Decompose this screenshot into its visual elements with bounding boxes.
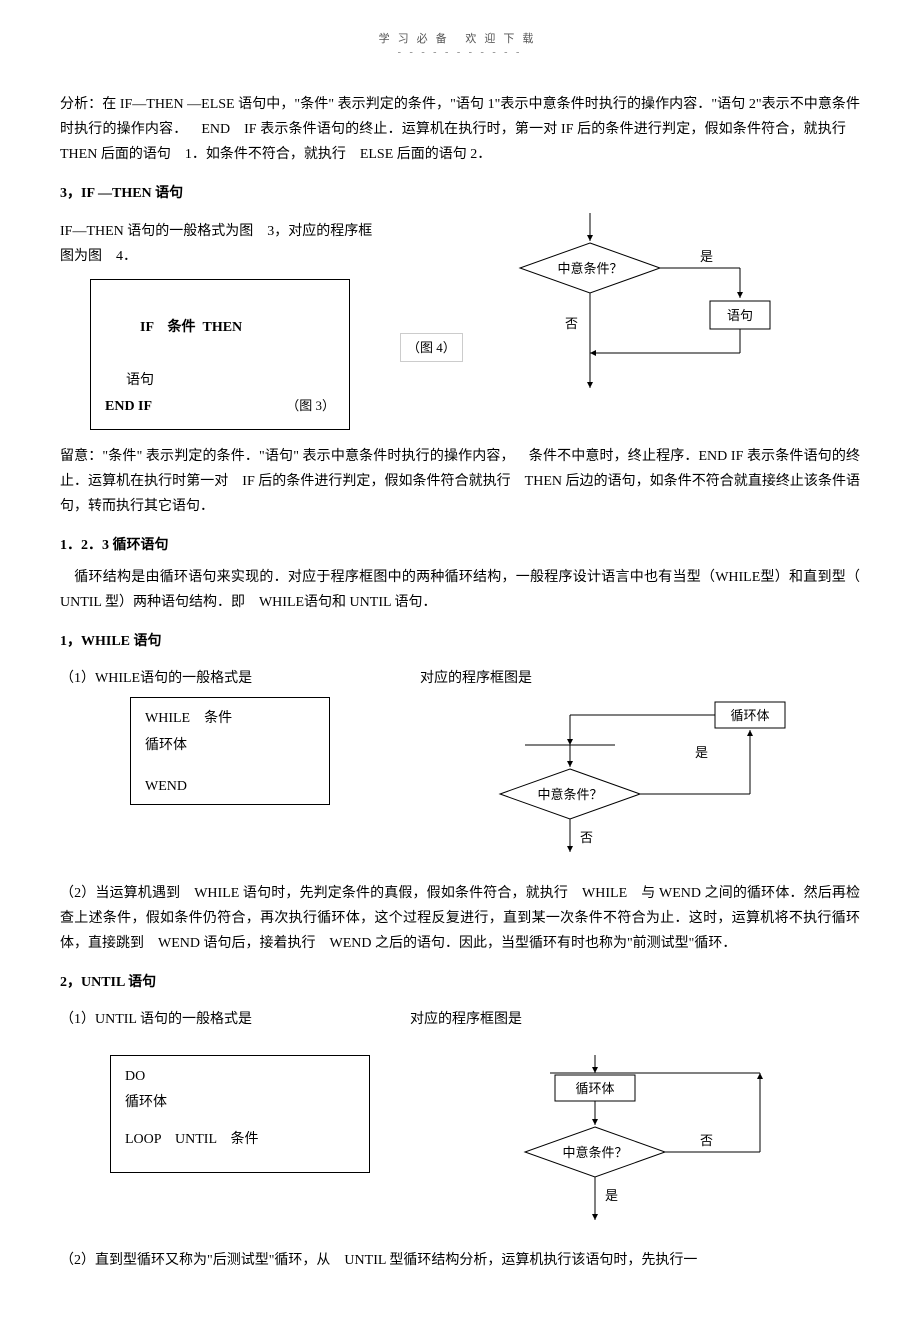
fig4-cond-text: 中意条件？ [557, 261, 622, 276]
code-line-3: END IF （图 3） [105, 394, 335, 421]
until-intro-left: （1）UNTIL 语句的一般格式是 [60, 1007, 410, 1032]
ifthen-note: 留意："条件" 表示判定的条件．"语句" 表示中意条件时执行的操作内容， 条件不… [60, 444, 860, 520]
until-l2: 循环体 [125, 1090, 355, 1117]
while-intro-right: 对应的程序框图是 [420, 666, 532, 691]
until-no: 否 [700, 1133, 713, 1148]
fig4-yes: 是 [700, 249, 713, 264]
fig-while-container: 循环体 中意条件？ 是 否 [440, 697, 860, 866]
while-intro-left: （1）WHILE语句的一般格式是 [60, 666, 420, 691]
analysis-paragraph: 分析：在 IF—THEN —ELSE 语句中，"条件" 表示判定的条件，"语句 … [60, 92, 860, 168]
while-l1: WHILE 条件 [145, 706, 315, 733]
page: 学习必备 欢迎下载 - - - - - - - - - - - 分析：在 IF—… [0, 0, 920, 1319]
fig4-stmt: 语句 [727, 308, 753, 323]
heading-ifthen: 3，IF —THEN 语句 [60, 181, 860, 206]
while-l2: 循环体 [145, 733, 315, 760]
fig-until-container: 循环体 中意条件？ 否 是 [440, 1055, 860, 1234]
while-l3: WEND [145, 774, 315, 801]
until-l3: LOOP UNTIL 条件 [125, 1127, 355, 1154]
until-row: DO 循环体 LOOP UNTIL 条件 循环体 [60, 1055, 860, 1234]
code-box-ifthen: IF 中意条件？条件 THEN 语句 END IF （图 3） [90, 279, 350, 430]
fig-until-svg: 循环体 中意条件？ 否 是 [440, 1055, 840, 1225]
code-box-while: WHILE 条件 循环体 WEND [130, 697, 330, 805]
until-cond-text: 中意条件？ [562, 1145, 627, 1160]
until-explain: （2）直到型循环又称为"后测试型"循环，从 UNTIL 型循环结构分析，运算机执… [60, 1248, 860, 1273]
while-no: 否 [580, 830, 593, 845]
header-dashes: - - - - - - - - - - - [60, 44, 860, 62]
while-row: WHILE 条件 循环体 WEND 循环体 [60, 697, 860, 866]
while-cond-text: 中意条件？ [537, 787, 602, 802]
until-l1: DO [125, 1064, 355, 1091]
ifthen-row: IF—THEN 语句的一般格式为图 3，对应的程序框图为图 4． IF 中意条件… [60, 213, 860, 430]
until-body-text: 循环体 [575, 1081, 614, 1096]
while-yes: 是 [695, 745, 708, 760]
heading-until: 2，UNTIL 语句 [60, 970, 860, 995]
fig4-container: 中意条件？ 是 语句 否 （图 4） [400, 213, 860, 393]
fig-while-svg: 循环体 中意条件？ 是 否 [440, 697, 840, 857]
heading-while: 1，WHILE 语句 [60, 629, 860, 654]
code-box-until: DO 循环体 LOOP UNTIL 条件 [110, 1055, 370, 1173]
fig4-label: （图 4） [400, 333, 463, 362]
until-intro-right: 对应的程序框图是 [410, 1007, 522, 1032]
until-yes: 是 [605, 1188, 618, 1203]
loop-intro: 循环结构是由循环语句来实现的．对应于程序框图中的两种循环结构，一般程序设计语言中… [60, 565, 860, 615]
fig4-no: 否 [565, 316, 578, 331]
heading-loop: 1．2．3 循环语句 [60, 533, 860, 558]
ifthen-intro: IF—THEN 语句的一般格式为图 3，对应的程序框图为图 4． [60, 219, 380, 269]
while-body-text: 循环体 [730, 708, 769, 723]
fig3-label: （图 3） [286, 394, 335, 419]
while-explain: （2）当运算机遇到 WHILE 语句时，先判定条件的真假，假如条件符合，就执行 … [60, 881, 860, 957]
fig4-svg: 中意条件？ 是 语句 否 [400, 213, 820, 393]
code-line-2: 语句 [105, 368, 335, 395]
code-line-1: IF 中意条件？条件 THEN [105, 288, 335, 368]
